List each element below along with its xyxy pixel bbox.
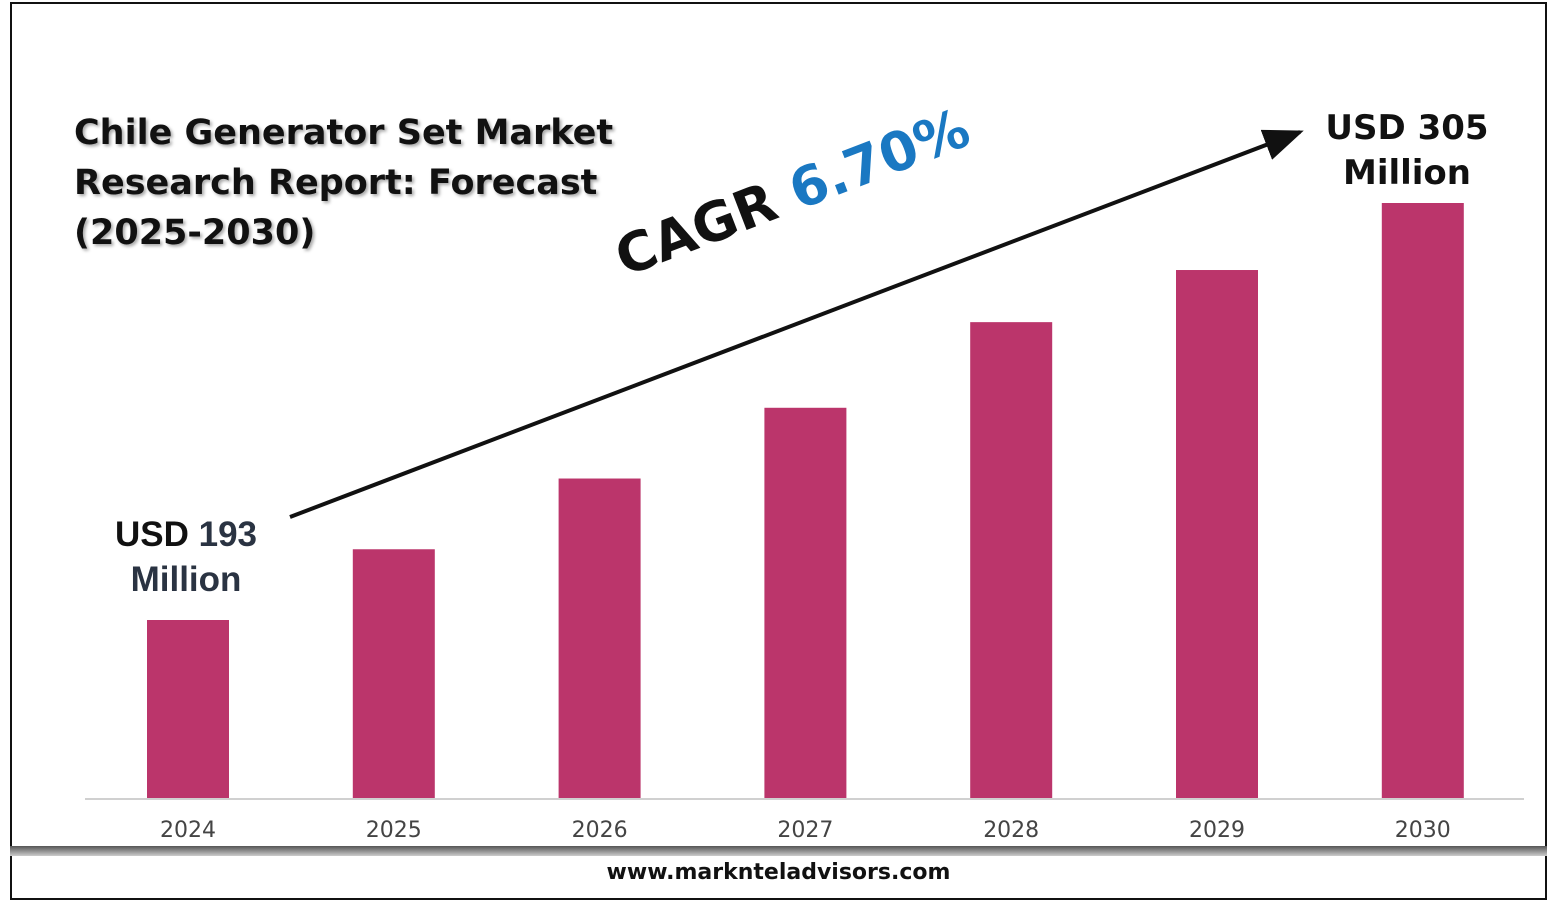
x-tick-2025: 2025 <box>366 818 422 843</box>
chart-title: Chile Generator Set Market Research Repo… <box>74 108 613 258</box>
bar-2029 <box>1176 270 1258 800</box>
bar-2027 <box>764 407 847 799</box>
cagr-arrow <box>289 129 1304 519</box>
bar-2030 <box>1381 203 1464 799</box>
bar-2024 <box>147 620 229 799</box>
start-value: 193 <box>198 515 258 554</box>
x-tick-2024: 2024 <box>160 818 216 843</box>
start-unit: Million <box>130 560 242 599</box>
footer-website: www.marknteladvisors.com <box>606 860 951 885</box>
end-currency: USD <box>1325 108 1406 148</box>
title-line-1: Chile Generator Set Market <box>74 113 614 153</box>
start-currency: USD <box>114 515 189 554</box>
x-tick-2026: 2026 <box>572 818 628 843</box>
title-line-2: Research Report: Forecast <box>74 163 598 203</box>
end-unit: Million <box>1342 153 1471 193</box>
bar-2025 <box>352 549 435 799</box>
bar-2028 <box>970 322 1053 799</box>
title-line-3: (2025-2030) <box>74 213 316 253</box>
x-tick-2029: 2029 <box>1189 818 1245 843</box>
end-value: 305 <box>1417 108 1489 148</box>
bar-2026 <box>558 478 641 799</box>
x-tick-2028: 2028 <box>983 818 1039 843</box>
start-value-label: USD 193 Million <box>96 512 276 602</box>
footer-divider <box>10 846 1547 856</box>
x-tick-2027: 2027 <box>777 818 833 843</box>
x-tick-2030: 2030 <box>1395 818 1451 843</box>
end-value-label: USD 305 Million <box>1322 106 1492 196</box>
